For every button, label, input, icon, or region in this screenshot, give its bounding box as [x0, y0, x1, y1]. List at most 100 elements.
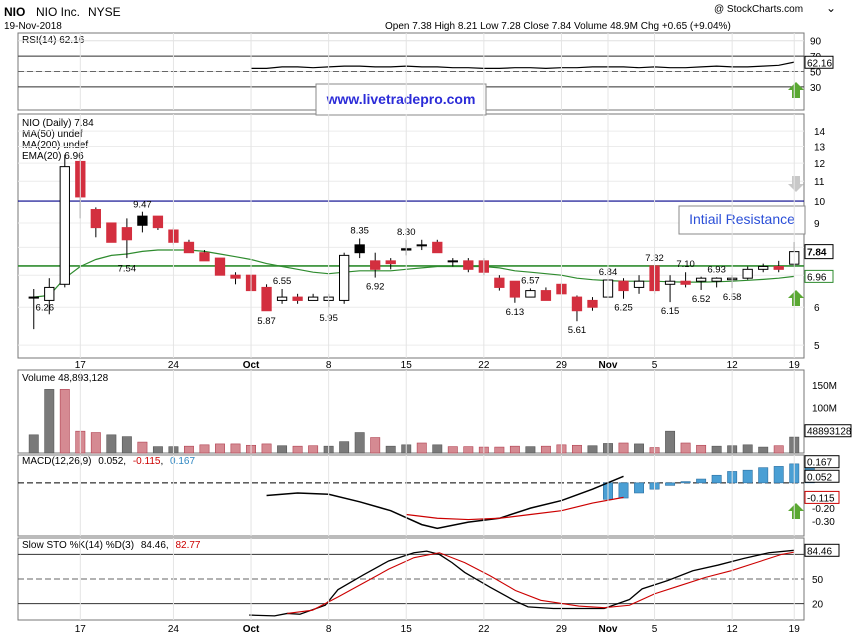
candle-body [618, 280, 629, 292]
macd-label: MACD(12,26,9) 0.052, -0.115, 0.167 [22, 456, 195, 467]
ema-value-box [804, 269, 834, 283]
candle-body [90, 209, 101, 229]
volume-bar [354, 432, 365, 454]
price-panel: NIO (Daily) 7.84 MA(50) undef MA(200) un… [18, 118, 834, 352]
exchange-name: NYSE [88, 5, 121, 19]
x-tick-label: 22 [478, 624, 490, 635]
sto-title: Slow STO %K(14) %D(3) [22, 540, 134, 551]
macd-panel: MACD(12,26,9) 0.052, -0.115, 0.167 -0.30… [18, 455, 840, 530]
x-tick-label: 29 [556, 624, 568, 635]
chevron-down-icon[interactable]: ⌄ [826, 1, 836, 15]
volume-bar [292, 445, 303, 454]
volume-bar [385, 445, 396, 454]
volume-bar [618, 442, 629, 454]
volume-tick-label: 150M [812, 381, 837, 392]
macd-value: -0.115 [807, 493, 835, 504]
volume-bar [261, 443, 272, 454]
sto-value-2: 82.77 [175, 540, 200, 551]
company-name: NIO Inc. [36, 5, 80, 19]
price-annotation: 7.10 [676, 259, 695, 270]
price-tick-label: 5 [814, 341, 820, 352]
macd-value-box [804, 455, 840, 469]
price-annotation: 6.13 [506, 307, 525, 318]
x-tick-label: 15 [401, 360, 413, 371]
volume-tick-label: 100M [812, 404, 837, 415]
macd-value-1: 0.052 [98, 456, 123, 467]
volume-bar [509, 445, 520, 454]
macd-comma-2: , [160, 456, 163, 467]
x-tick-label: Nov [599, 624, 618, 635]
x-tick-label: 15 [401, 624, 413, 635]
candle-body [664, 280, 676, 285]
volume-bar [696, 444, 707, 454]
x-tick-label: 8 [326, 360, 332, 371]
price-annotation: 6.93 [707, 264, 726, 275]
volume-bar [525, 446, 536, 454]
x-tick-label: 19 [789, 624, 801, 635]
volume-bar [199, 444, 210, 454]
x-tick-label: 22 [478, 360, 490, 371]
candle-body [758, 265, 769, 270]
candle-body [152, 215, 164, 229]
volume-bar [308, 445, 319, 454]
price-annotation: 6.26 [36, 302, 55, 313]
ma50-legend: MA(50) undef [22, 129, 83, 140]
sto-tick-label: 20 [812, 600, 824, 611]
volume-bar [90, 432, 101, 454]
sto-panel: Slow STO %K(14) %D(3) 84.46, 82.77 20 50 8… [18, 540, 840, 617]
banner-link[interactable]: www.livetradepro.com [326, 91, 476, 107]
price-annotation: 6.55 [273, 276, 292, 287]
x-tick-label: 5 [652, 360, 658, 371]
macd-histogram-bar [742, 469, 753, 484]
resistance-label-box: Intiail Resistance [678, 205, 806, 235]
volume-bar [742, 444, 753, 454]
volume-bar [59, 389, 70, 454]
candle-body [432, 241, 443, 254]
rsi-value: 62.16 [807, 58, 832, 69]
volume-bar [432, 444, 443, 454]
candle-body [199, 252, 210, 262]
x-tick-label: 19 [789, 360, 801, 371]
candle-body [773, 265, 784, 270]
candle-body [121, 227, 133, 241]
volume-bar [121, 436, 132, 454]
x-tick-label: 8 [326, 624, 332, 635]
price-tick-label: 10 [814, 197, 826, 208]
volume-bar [215, 443, 225, 454]
vol-frame [17, 369, 805, 454]
candle-body [230, 274, 241, 279]
macd-value-box [804, 490, 840, 504]
candle-body [307, 296, 319, 301]
banner-box[interactable]: www.livetradepro.com [315, 83, 487, 116]
rsi-value-box [804, 55, 834, 69]
candle-body [571, 296, 583, 312]
up-arrow-icon [788, 503, 804, 519]
x-tick-label: 5 [652, 624, 658, 635]
candle-body [742, 268, 753, 279]
price-annotation: 6.92 [366, 282, 385, 293]
volume-bar [28, 434, 39, 454]
volume-bar [447, 446, 458, 454]
candle-body [214, 257, 226, 276]
rsi-tick-label: 30 [810, 83, 822, 94]
volume-bar [587, 445, 598, 454]
volume-bar [540, 445, 551, 454]
macd-signal-line [406, 496, 624, 521]
volume-bar [184, 445, 194, 454]
candle-body [59, 166, 70, 285]
candle-body [354, 244, 365, 254]
sto-comma: , [166, 540, 169, 551]
rsi-panel: RSI(14) 62.16 3050709062.16 [18, 35, 834, 98]
candle-body [540, 290, 552, 301]
rsi-line [251, 61, 795, 70]
macd-histogram-bar [634, 482, 644, 494]
price-annotation: 9.47 [133, 199, 152, 210]
candle-body [509, 280, 521, 298]
sto-tick-label: 50 [812, 575, 824, 586]
resistance-label: Intiail Resistance [689, 211, 795, 227]
volume-bar [773, 445, 784, 454]
x-tick-label: 12 [727, 624, 739, 635]
candle-body [292, 296, 303, 301]
candle-body [183, 241, 195, 254]
volume-bar [370, 437, 381, 454]
